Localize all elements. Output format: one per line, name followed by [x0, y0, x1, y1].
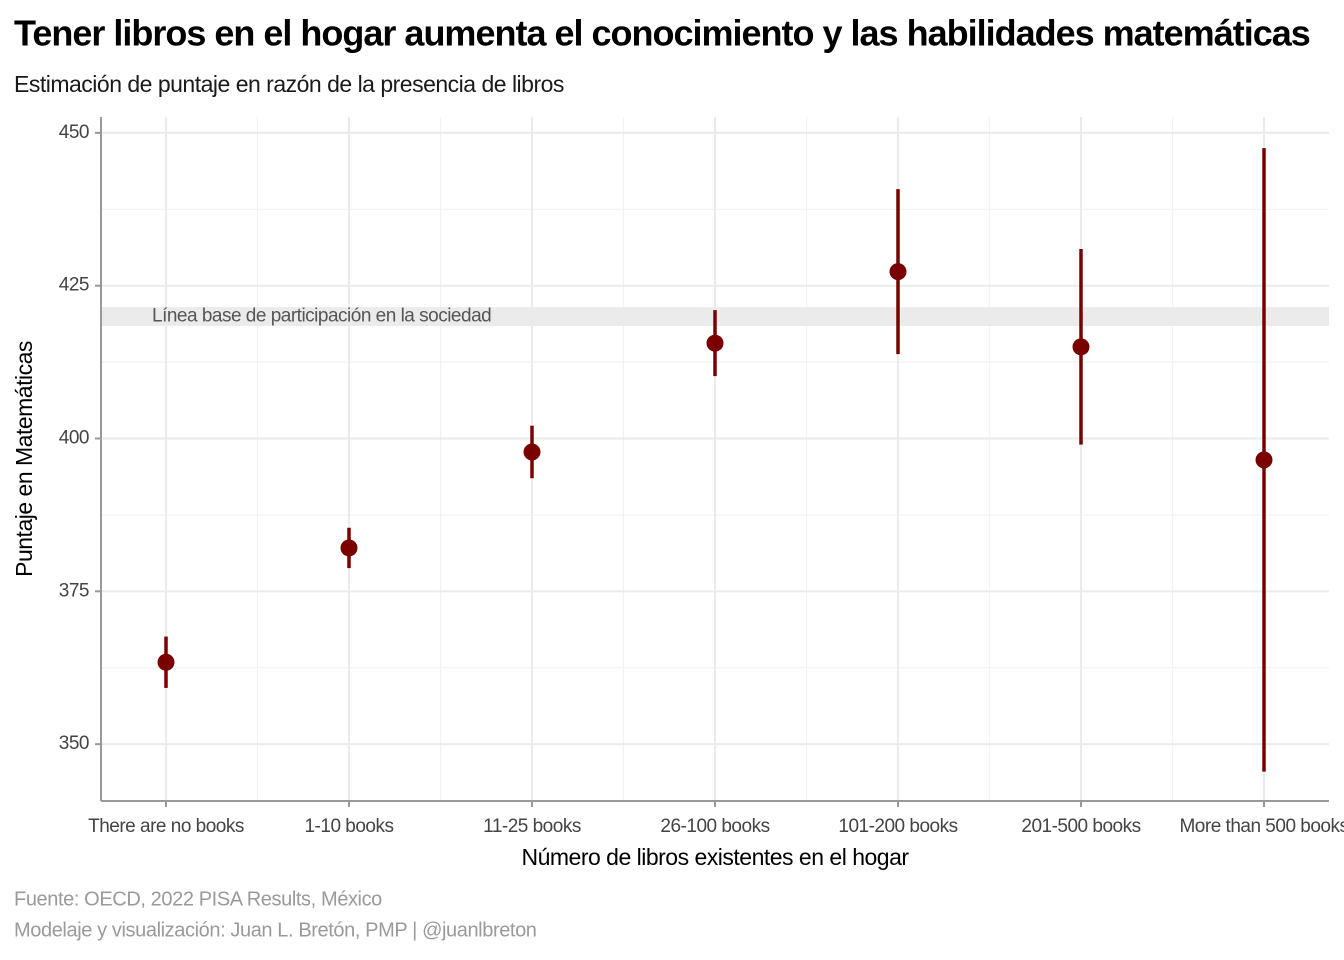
- baseline-label: Línea base de participación en la socied…: [152, 306, 491, 327]
- x-tick-label: 11-25 books: [483, 816, 581, 837]
- chart-title: Tener libros en el hogar aumenta el cono…: [14, 13, 1310, 54]
- x-tick-label: More than 500 books: [1179, 816, 1344, 837]
- point: [1255, 451, 1273, 469]
- y-tick-label: 450: [59, 122, 89, 143]
- chart-subtitle: Estimación de puntaje en razón de la pre…: [14, 71, 564, 97]
- y-tick-label: 425: [59, 275, 89, 296]
- point: [706, 334, 724, 352]
- x-tick-label: 1-10 books: [304, 816, 393, 837]
- point: [340, 539, 358, 557]
- caption: Modelaje y visualización: Juan L. Bretón…: [14, 919, 537, 941]
- y-tick-label: 375: [59, 580, 89, 601]
- x-tick-label: 101-200 books: [838, 816, 957, 837]
- y-tick-label: 400: [59, 428, 89, 449]
- caption: Fuente: OECD, 2022 PISA Results, México: [14, 888, 382, 910]
- y-axis-title: Puntaje en Matemáticas: [11, 341, 37, 577]
- point: [157, 653, 175, 671]
- x-tick-label: 26-100 books: [660, 816, 769, 837]
- point: [1072, 338, 1090, 356]
- x-axis-title: Número de libros existentes en el hogar: [521, 844, 909, 870]
- x-tick-label: There are no books: [88, 816, 244, 837]
- point: [523, 443, 541, 461]
- x-tick-label: 201-500 books: [1021, 816, 1140, 837]
- point: [889, 263, 907, 281]
- y-tick-label: 350: [59, 733, 89, 754]
